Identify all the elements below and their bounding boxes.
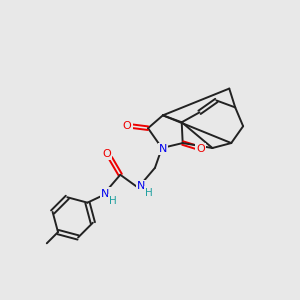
Text: N: N [101, 189, 110, 199]
Text: O: O [196, 144, 205, 154]
Text: O: O [102, 149, 111, 159]
Text: H: H [145, 188, 153, 198]
Text: H: H [110, 196, 117, 206]
Text: O: O [123, 121, 132, 131]
Text: N: N [159, 144, 167, 154]
Text: N: N [137, 181, 145, 191]
